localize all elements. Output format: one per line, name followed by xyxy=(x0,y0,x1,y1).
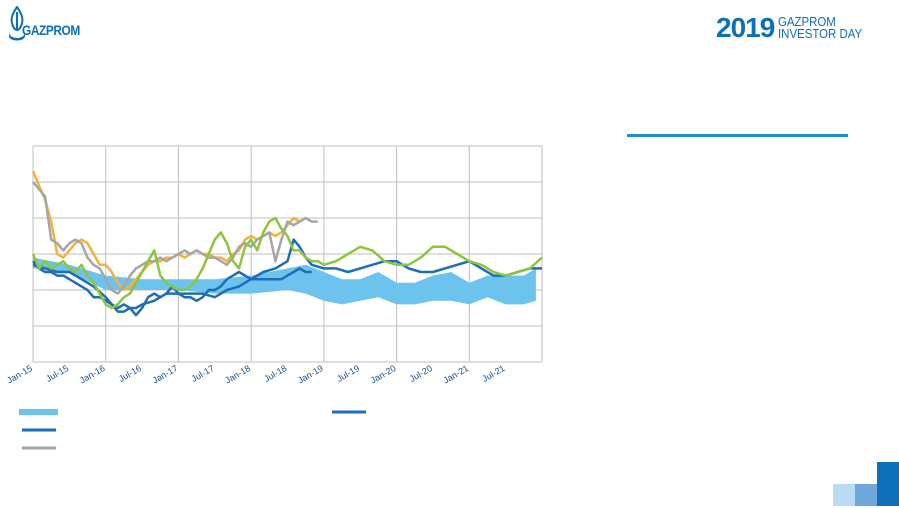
series-line-green xyxy=(31,216,543,310)
x-tick-label: Jan-19 xyxy=(296,363,325,385)
corner-decoration xyxy=(829,462,899,508)
x-tick-label: Jan-15 xyxy=(5,363,34,385)
x-tick-label: Jul-17 xyxy=(190,363,216,384)
x-tick-label: Jan-17 xyxy=(151,363,180,385)
x-tick-label: Jul-18 xyxy=(262,363,288,384)
x-tick-label: Jan-21 xyxy=(441,363,470,385)
logo-wordmark: GAZPROM xyxy=(22,22,80,38)
corner-square xyxy=(877,484,899,506)
event-name: INVESTOR DAY xyxy=(778,26,863,41)
x-tick-label: Jul-21 xyxy=(480,363,506,384)
event-year: 2019 xyxy=(716,12,775,43)
corner-square xyxy=(855,484,877,506)
corner-square xyxy=(833,484,855,506)
x-tick-label: Jul-19 xyxy=(335,363,361,384)
series-line-grey xyxy=(32,181,318,295)
event-company: GAZPROM xyxy=(778,14,836,29)
price-chart: Jan-15 Jul-15 Jan-16 Jul-16 Jan-17 Jul-17 Jan-… xyxy=(5,145,543,450)
x-tick-label: Jul-20 xyxy=(408,363,434,384)
flame-icon xyxy=(9,6,25,41)
x-tick-label: Jan-16 xyxy=(78,363,107,385)
corner-square xyxy=(877,462,899,484)
x-tick-label: Jul-15 xyxy=(44,363,70,384)
gazprom-logo: GAZPROM xyxy=(4,4,84,44)
series-line-dark-blue-alt xyxy=(32,238,542,313)
accent-rule xyxy=(627,134,848,137)
x-tick-label: Jan-20 xyxy=(369,363,398,385)
x-tick-label: Jan-18 xyxy=(223,363,252,385)
band-area xyxy=(33,257,536,305)
x-tick-label: Jul-16 xyxy=(117,363,143,384)
